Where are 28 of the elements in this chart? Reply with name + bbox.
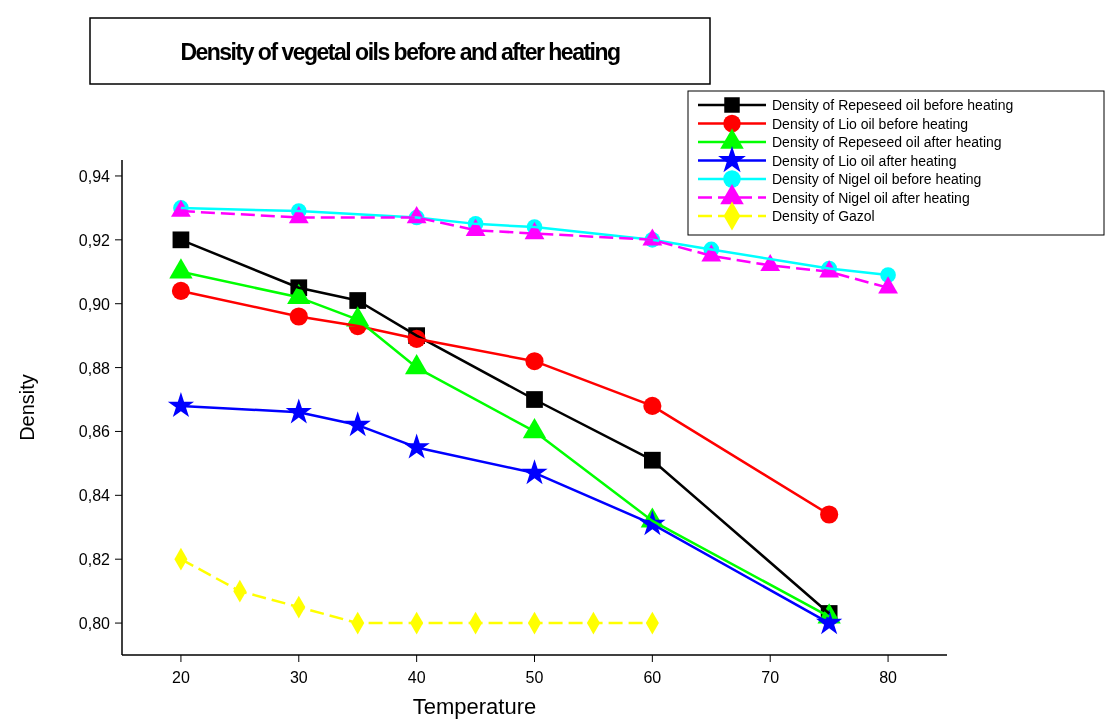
x-tick-label: 30 <box>289 669 308 686</box>
point <box>172 231 190 249</box>
legend-label: Density of Nigel oil after heating <box>772 189 970 206</box>
legend-label: Density of Repeseed oil before heating <box>772 97 1014 113</box>
x-tick-label: 20 <box>172 669 190 686</box>
y-tick-label: 0,82 <box>78 551 111 569</box>
x-tick-label: 50 <box>525 669 544 686</box>
y-tick-label: 0,92 <box>78 231 111 249</box>
x-tick-label: 80 <box>879 669 898 686</box>
y-tick-label: 0,94 <box>78 167 111 185</box>
y-tick-label: 0,88 <box>78 359 111 377</box>
y-tick-label: 0,90 <box>78 295 111 313</box>
legend-label: Density of Repeseed oil after heating <box>772 134 1002 150</box>
legend-label: Density of Lio oil before heating <box>772 115 969 132</box>
point <box>167 392 195 418</box>
x-tick-label: 60 <box>643 669 662 686</box>
legend-label: Density of Lio oil after heating <box>772 152 957 169</box>
y-tick-label: 0,80 <box>78 615 111 633</box>
chart-title: Density of vegetal oils before and after heating <box>180 39 621 65</box>
x-tick-label: 70 <box>761 669 780 686</box>
legend-label: Density of Gazol <box>772 208 875 224</box>
point <box>171 281 190 300</box>
y-axis-title: Density <box>16 374 38 441</box>
x-axis-title: Temperature <box>412 694 537 719</box>
x-tick-label: 40 <box>407 669 426 686</box>
y-tick-label: 0,86 <box>78 423 111 441</box>
legend-label: Density of Nigel oil before heating <box>772 171 982 187</box>
y-tick-label: 0,84 <box>78 487 111 505</box>
